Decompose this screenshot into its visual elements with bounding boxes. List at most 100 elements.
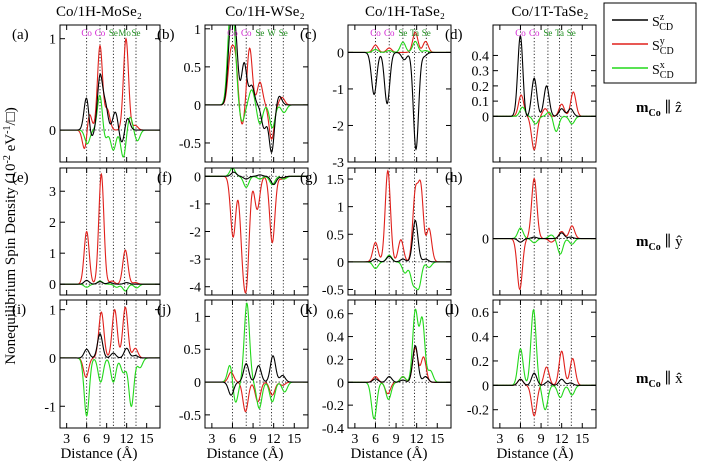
series-sz-line	[493, 232, 596, 243]
panel-l: 3 6 9 12 15 -0.2 0 0.2 0.4 0.6 (l)	[445, 299, 597, 447]
x-tick-label: 3	[496, 432, 503, 447]
y-tick-label: 0.2	[472, 355, 490, 370]
x-tick-label: 9	[250, 432, 257, 447]
atom-label: Se	[279, 28, 288, 38]
panel-label: (e)	[12, 170, 29, 186]
series-sx-line	[493, 227, 596, 255]
panel-label: (c)	[300, 27, 317, 43]
panel-label: (k)	[300, 302, 318, 318]
panel-d: 00.10.20.30.4(d) Co Co Se Ta Se	[445, 24, 597, 163]
x-tick-label: 12	[267, 432, 281, 447]
row-label-2: mCo ∥ ŷ	[636, 233, 683, 253]
panel-frame	[347, 299, 452, 429]
atom-label: Se	[398, 28, 407, 38]
series-sy-line	[205, 371, 308, 413]
panel-c: -3-2-10(c) Co Co Se Ta Se	[300, 24, 452, 171]
panel-frame	[204, 24, 309, 163]
series-sx-line	[348, 308, 451, 420]
series-sy-line	[348, 347, 451, 395]
series-sy-line	[348, 169, 451, 263]
y-tick-label: 0.4	[327, 331, 345, 346]
col-title-4: Co/1T-TaSe₂	[512, 4, 589, 20]
col-title-1: Co/1H-MoSe₂	[56, 4, 142, 20]
series-sy-line	[493, 177, 596, 291]
y-tick-label: -0.2	[322, 399, 344, 414]
y-tick-label: 1	[49, 33, 56, 48]
panel-frame	[59, 299, 161, 429]
y-tick-label: 1	[194, 310, 201, 325]
panel-label: (i)	[12, 302, 26, 318]
x-tick-label: 12	[410, 432, 424, 447]
x-tick-label: 9	[393, 432, 400, 447]
panel-frame	[492, 24, 597, 163]
y-tick-label: 0.5	[184, 61, 202, 76]
x-tick-label: 3	[208, 432, 215, 447]
x-tick-label: 15	[287, 432, 301, 447]
panel-h: 0 (h)	[445, 167, 597, 296]
atom-label: Se	[543, 28, 552, 38]
legend: Sz CD Sy CD Sx CD	[603, 2, 697, 84]
series-sx-line	[60, 94, 160, 158]
panel-label: (h)	[445, 170, 463, 186]
series-sz-line	[60, 73, 160, 143]
y-tick-label: -3	[189, 253, 201, 268]
y-tick-label: 0.6	[327, 308, 345, 323]
panel-label: (d)	[445, 27, 463, 43]
series-sy-line	[205, 175, 308, 294]
panel-frame	[204, 299, 309, 429]
y-tick-label: -2	[332, 119, 344, 134]
y-tick-label: 0.4	[472, 49, 490, 64]
y-tick-label: 0	[482, 233, 489, 248]
series-sy-line	[60, 37, 160, 150]
x-tick-label: 9	[103, 432, 110, 447]
panel-b: -0.500.51(b) Co Co Se W Se	[157, 23, 309, 163]
y-tick-label: 0	[337, 46, 344, 61]
atom-label: Ta	[410, 28, 419, 38]
atom-label: Co	[227, 28, 238, 38]
panels: 01(a) Co Co Se Mo Se-0.500.51(b) Co Co Se W Se-3-2…	[12, 23, 597, 447]
y-tick-label: -1	[332, 83, 344, 98]
series-sz-line	[205, 25, 308, 154]
panel-label: (f)	[157, 170, 172, 186]
y-tick-label: 0.3	[472, 65, 490, 80]
series-sx-line	[60, 357, 160, 417]
x-axis-label-3: Distance (Å)	[350, 446, 427, 462]
y-tick-label: -1	[44, 400, 56, 415]
panel-label: (l)	[445, 302, 459, 318]
series-sx-line	[348, 40, 451, 53]
series-sx-line	[493, 106, 596, 132]
x-tick-label: 6	[229, 432, 236, 447]
x-tick-label: 3	[63, 432, 70, 447]
panel-frame	[204, 167, 309, 296]
legend-label: Sy CD	[652, 36, 674, 57]
panel-j: 3 6 9 12 15 -0.5 0 0.5 1 (j)	[157, 299, 309, 447]
y-tick-label: 0	[337, 376, 344, 391]
x-tick-label: 6	[372, 432, 379, 447]
x-tick-label: 6	[83, 432, 90, 447]
series-sy-line	[493, 91, 596, 151]
y-tick-label: 1.5	[327, 173, 345, 188]
atom-label: Se	[422, 28, 431, 38]
panel-f: -4 -3 -2 -1 0 (f)	[157, 167, 309, 296]
series-sz-line	[348, 219, 451, 263]
y-tick-label: -0.4	[322, 422, 344, 437]
y-tick-label: 0.2	[472, 80, 490, 95]
y-tick-label: 0.5	[327, 228, 345, 243]
x-tick-label: 9	[538, 432, 545, 447]
series-sz-line	[205, 171, 308, 186]
atom-label: Mo	[118, 28, 131, 38]
x-tick-label: 15	[430, 432, 444, 447]
y-tick-label: 1	[49, 304, 56, 319]
series-sx-line	[493, 308, 596, 411]
atom-label: Se	[109, 28, 118, 38]
y-tick-label: 0	[482, 379, 489, 394]
series-sy-line	[60, 172, 160, 285]
atom-label: Se	[255, 28, 264, 38]
legend-box	[603, 2, 697, 84]
atom-label: Se	[567, 28, 576, 38]
y-tick-label: 1	[49, 247, 56, 262]
col-title-2: Co/1H-WSe₂	[225, 4, 304, 20]
y-tick-label: 0.4	[472, 331, 490, 346]
panel-frame	[59, 167, 161, 296]
